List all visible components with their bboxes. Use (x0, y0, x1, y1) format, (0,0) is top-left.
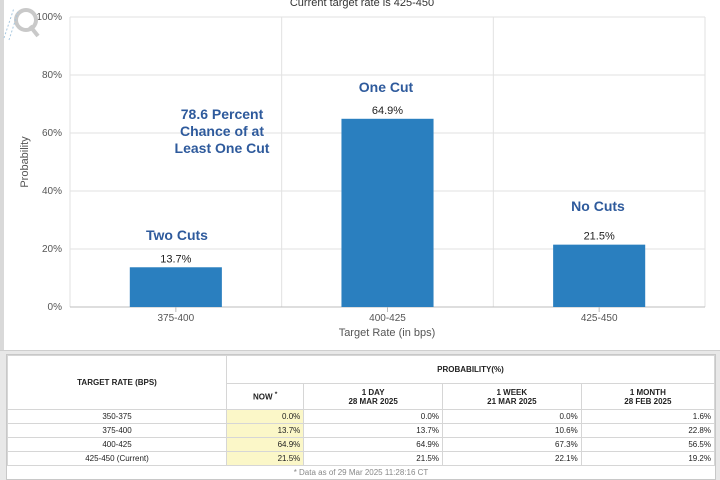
now-cell: 64.9% (225, 437, 305, 452)
annotation-chance-line1: 78.6 Percent (181, 106, 264, 122)
col-1month-label: 1 MONTH (629, 387, 666, 397)
data-timestamp-footnote: * Data as of 29 Mar 2025 11:28:16 CT (293, 468, 429, 477)
rate-cell: 375-400 (7, 423, 227, 438)
bar (341, 118, 434, 307)
probability-table-panel: TARGET RATE (BPS) PROBABILITY(%) NOW * 1… (6, 354, 716, 480)
bar-value-label: 13.7% (160, 253, 191, 265)
y-axis-title: Probability (19, 136, 31, 188)
col-now-header: NOW * (225, 383, 305, 410)
col-1month-header: 1 MONTH 28 FEB 2025 (580, 383, 716, 410)
y-tick-label: 100% (36, 12, 62, 23)
x-tick-label: 425-450 (581, 313, 618, 324)
bar (129, 267, 222, 307)
month-cell: 19.2% (580, 451, 716, 466)
bar-layer (129, 118, 646, 307)
month-cell: 1.6% (580, 409, 716, 424)
table-row: 425-450 (Current) 21.5% 21.5% 22.1% 19.2… (7, 451, 716, 466)
now-cell: 13.7% (225, 423, 305, 438)
day-cell: 0.0% (303, 409, 443, 424)
rate-cell: 400-425 (7, 437, 227, 452)
y-tick-label: 40% (42, 186, 62, 197)
bar (553, 244, 646, 307)
col-1month-date: 28 FEB 2025 (624, 396, 672, 406)
col-1day-header: 1 DAY 28 MAR 2025 (303, 383, 443, 410)
col-1day-date: 28 MAR 2025 (348, 396, 398, 406)
month-cell: 56.5% (580, 437, 716, 452)
annotation-one-cut: One Cut (359, 79, 414, 95)
annotation-two-cuts: Two Cuts (146, 227, 208, 243)
chart-subtitle: Current target rate is 425-450 (290, 0, 434, 9)
week-cell: 67.3% (441, 437, 582, 452)
rate-cell: 350-375 (7, 409, 227, 424)
annotation-chance-line2: Chance of at (180, 123, 264, 139)
col-1week-date: 21 MAR 2025 (487, 396, 537, 406)
y-tick-label: 0% (48, 302, 63, 313)
annotation-no-cuts: No Cuts (571, 198, 625, 214)
col-1week-header: 1 WEEK 21 MAR 2025 (441, 383, 582, 410)
x-tick-label: 400-425 (369, 313, 406, 324)
target-rate-header: TARGET RATE (BPS) (7, 355, 227, 410)
week-cell: 10.6% (441, 423, 582, 438)
week-cell: 22.1% (441, 451, 582, 466)
now-cell: 0.0% (225, 409, 305, 424)
y-tick-label: 80% (42, 70, 62, 81)
col-1day-label: 1 DAY (361, 387, 385, 397)
y-tick-label: 60% (42, 128, 62, 139)
x-tick-label: 375-400 (157, 313, 194, 324)
day-cell: 64.9% (303, 437, 443, 452)
table-row: 400-425 64.9% 64.9% 67.3% 56.5% (7, 437, 716, 452)
probability-bar-chart: Current target rate is 425-450 0% 20% 40% 6… (19, 0, 706, 339)
chart-panel: Current target rate is 425-450 0% 20% 40% 6… (0, 0, 720, 351)
day-cell: 13.7% (303, 423, 443, 438)
annotation-chance-line3: Least One Cut (175, 140, 270, 156)
col-now-note: * (274, 391, 278, 399)
day-cell: 21.5% (303, 451, 443, 466)
probability-table: TARGET RATE (BPS) PROBABILITY(%) NOW * 1… (7, 355, 716, 466)
bar-value-label: 21.5% (584, 231, 615, 243)
y-tick-label: 20% (42, 244, 62, 255)
probability-header: PROBABILITY(%) (226, 355, 715, 384)
week-cell: 0.0% (441, 409, 582, 424)
label-layer: 0% 20% 40% 60% 80% 100% 13.7% 375-400 64.9% 400-4… (36, 12, 618, 324)
table-row: 375-400 13.7% 13.7% 10.6% 22.8% (7, 423, 716, 438)
panel-edge (0, 0, 4, 350)
x-axis-title: Target Rate (in bps) (339, 327, 436, 339)
table-row: 350-375 0.0% 0.0% 0.0% 1.6% (7, 409, 716, 424)
col-now-label: NOW (252, 392, 273, 402)
col-1week-label: 1 WEEK (496, 387, 528, 397)
logo-watermark-icon (3, 7, 40, 41)
now-cell: 21.5% (225, 451, 305, 466)
month-cell: 22.8% (580, 423, 716, 438)
bar-value-label: 64.9% (372, 105, 403, 117)
rate-cell: 425-450 (Current) (7, 451, 227, 466)
